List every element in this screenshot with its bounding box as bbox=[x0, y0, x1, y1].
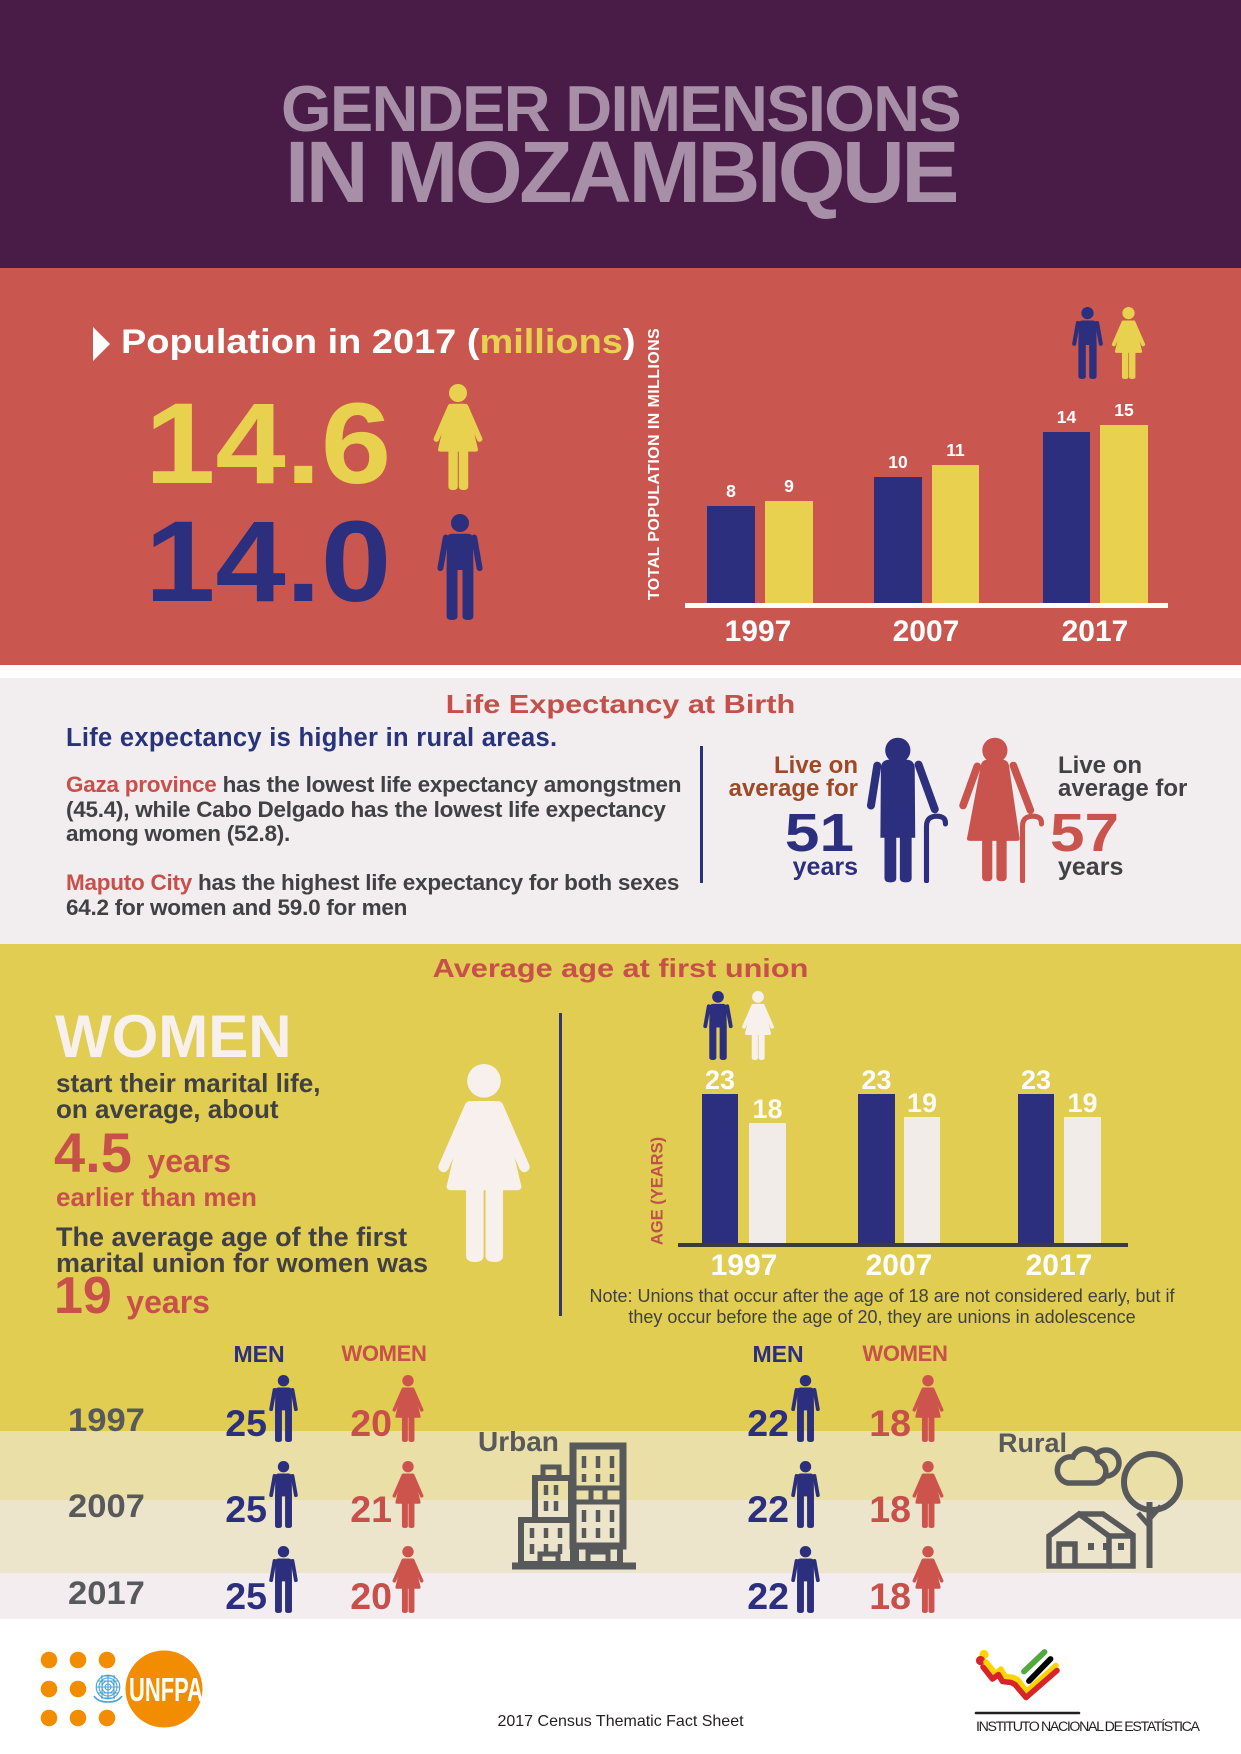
svg-text:UNFPA: UNFPA bbox=[129, 1671, 203, 1708]
svg-text:INSTITUTO NACIONAL DE ESTATÍST: INSTITUTO NACIONAL DE ESTATÍSTICA bbox=[976, 1718, 1201, 1735]
